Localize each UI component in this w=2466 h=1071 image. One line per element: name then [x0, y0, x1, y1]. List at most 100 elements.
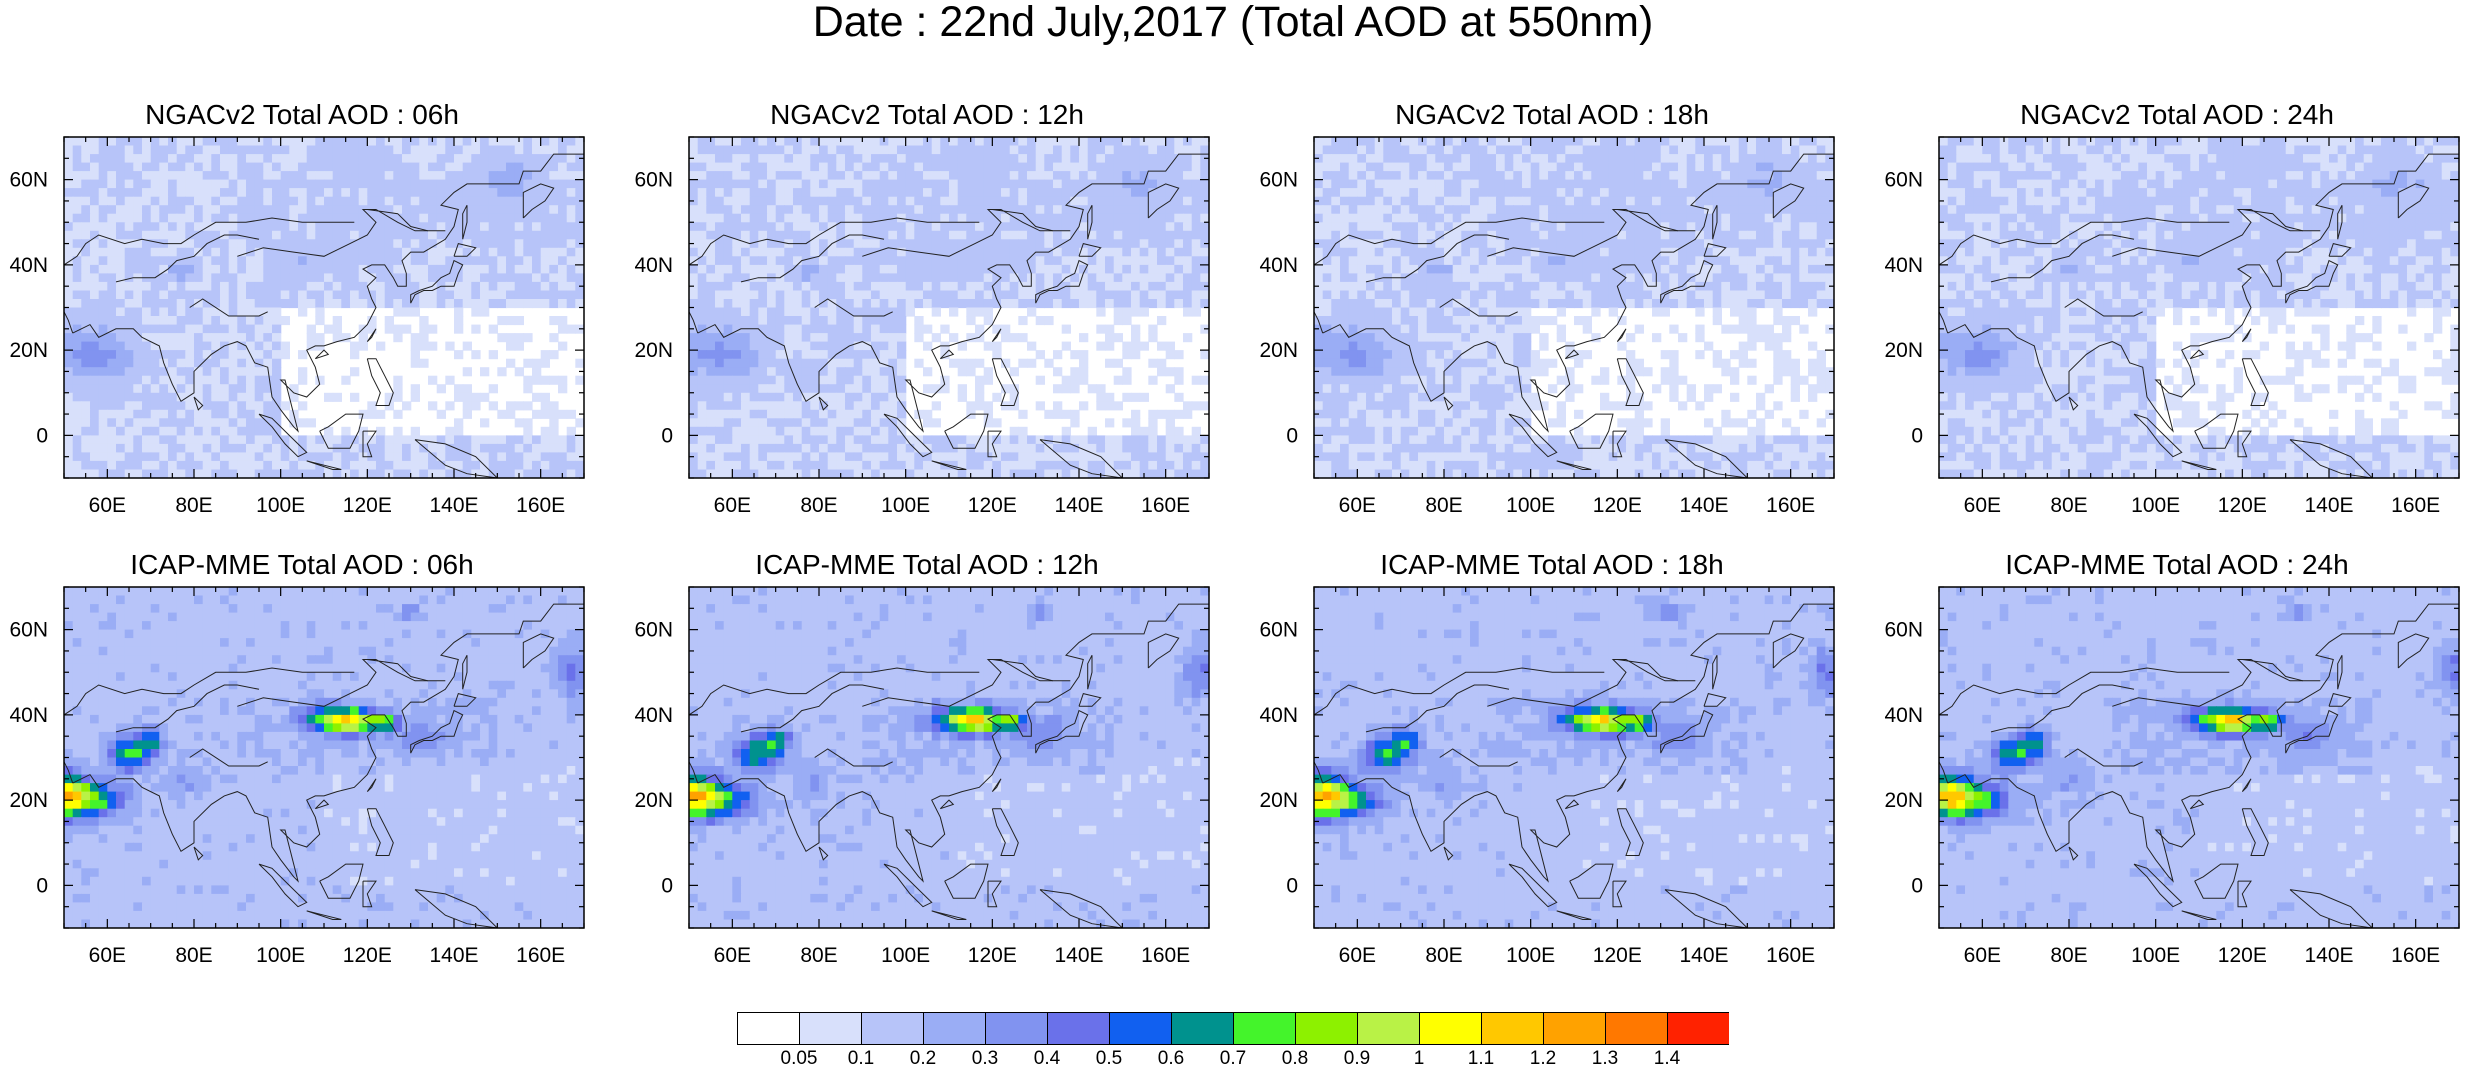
- colorbar-swatch: [799, 1012, 862, 1045]
- panel-title: NGACv2 Total AOD : 24h: [2020, 99, 2334, 130]
- colorbar-label: 1: [1413, 1048, 1425, 1069]
- lon-tick-label: 140E: [2304, 944, 2353, 967]
- lat-tick-label: 40N: [634, 254, 673, 277]
- lon-tick-label: 100E: [1506, 944, 1555, 967]
- map-panel: NGACv2 Total AOD : 24h 60N 40N 20N 0 60E 80E 10…: [1877, 100, 2466, 550]
- colorbar-swatch: [985, 1012, 1048, 1045]
- colorbar-swatch: [737, 1012, 800, 1045]
- colorbar-swatch: [1171, 1012, 1234, 1045]
- axis-ticks: [688, 586, 1210, 929]
- aod-map: 60N 40N 20N 0 60E 80E 100E 120E 140E 160E: [634, 586, 1210, 967]
- figure-title: Date : 22nd July,2017 (Total AOD at 550n…: [812, 0, 1654, 46]
- panel-title: NGACv2 Total AOD : 12h: [770, 99, 1084, 130]
- lon-tick-label: 140E: [429, 944, 478, 967]
- lon-tick-label: 60E: [1964, 944, 2001, 967]
- axis-ticks: [1313, 586, 1835, 929]
- aod-field: [689, 137, 1209, 478]
- lon-tick-label: 60E: [714, 944, 751, 967]
- axis-ticks: [63, 136, 585, 479]
- aod-map: 60N 40N 20N 0 60E 80E 100E 120E 140E 160E: [1884, 586, 2460, 967]
- lon-tick-label: 60E: [89, 944, 126, 967]
- aod-map: 60N 40N 20N 0 60E 80E 100E 120E 140E 160E: [9, 586, 585, 967]
- lat-tick-label: 60N: [634, 619, 673, 642]
- colorbar-swatch: [1295, 1012, 1358, 1045]
- lon-tick-label: 160E: [1141, 944, 1190, 967]
- lon-tick-label: 100E: [881, 494, 930, 517]
- colorbar-swatch: [1357, 1012, 1420, 1045]
- lon-tick-label: 160E: [2391, 494, 2440, 517]
- colorbar-label: 0.7: [1219, 1048, 1247, 1069]
- lon-tick-label: 160E: [2391, 944, 2440, 967]
- lon-tick-label: 140E: [429, 494, 478, 517]
- aod-map: 60N 40N 20N 0 60E 80E 100E 120E 140E 160E: [1884, 136, 2460, 517]
- colorbar-swatch: [1419, 1012, 1482, 1045]
- lat-tick-label: 20N: [1884, 339, 1923, 362]
- lon-tick-label: 160E: [1766, 494, 1815, 517]
- aod-field: [1939, 587, 2459, 928]
- lat-tick-label: 60N: [1259, 619, 1298, 642]
- colorbar-swatch: [1233, 1012, 1296, 1045]
- lon-tick-label: 80E: [2050, 494, 2087, 517]
- lon-tick-label: 160E: [516, 944, 565, 967]
- panel-title: NGACv2 Total AOD : 06h: [145, 99, 459, 130]
- colorbar-label: 0.6: [1157, 1048, 1185, 1069]
- lon-tick-label: 80E: [800, 944, 837, 967]
- lon-tick-label: 140E: [1679, 944, 1728, 967]
- lat-tick-label: 0: [661, 424, 673, 447]
- map-panel: ICAP-MME Total AOD : 24h 60N 40N 20N 0 60E 80E…: [1877, 550, 2466, 1000]
- map-panel: ICAP-MME Total AOD : 12h 60N 40N 20N 0 60E 80E…: [627, 550, 1227, 1000]
- lat-tick-label: 60N: [1259, 169, 1298, 192]
- coastlines: [1939, 603, 2459, 928]
- colorbar-swatch: [861, 1012, 924, 1045]
- colorbar-label: 0.1: [847, 1048, 875, 1069]
- lon-tick-label: 80E: [175, 944, 212, 967]
- aod-field: [64, 587, 584, 928]
- lat-tick-label: 0: [1286, 874, 1298, 897]
- colorbar-label: 0.9: [1343, 1048, 1371, 1069]
- colorbar-swatch: [1605, 1012, 1668, 1045]
- lat-tick-label: 0: [1911, 874, 1923, 897]
- colorbar: [737, 1012, 1729, 1045]
- coastlines: [64, 603, 584, 928]
- lon-tick-label: 120E: [1593, 494, 1642, 517]
- lat-tick-label: 40N: [634, 704, 673, 727]
- lon-tick-label: 120E: [968, 494, 1017, 517]
- lon-tick-label: 80E: [2050, 944, 2087, 967]
- map-panel: NGACv2 Total AOD : 12h 60N 40N 20N 0 60E 80E 10…: [627, 100, 1227, 550]
- lat-tick-label: 20N: [634, 339, 673, 362]
- lat-tick-label: 60N: [634, 169, 673, 192]
- coastlines: [1939, 153, 2459, 478]
- aod-field: [1314, 137, 1834, 478]
- lon-tick-label: 140E: [1054, 494, 1103, 517]
- colorbar-label: 1.2: [1529, 1048, 1557, 1069]
- lat-tick-label: 0: [36, 424, 48, 447]
- map-panel: ICAP-MME Total AOD : 18h 60N 40N 20N 0 60E 80E…: [1252, 550, 1852, 1000]
- lat-tick-label: 40N: [1884, 254, 1923, 277]
- lon-tick-label: 100E: [256, 494, 305, 517]
- lat-tick-label: 20N: [9, 339, 48, 362]
- lon-tick-label: 100E: [2131, 944, 2180, 967]
- colorbar-swatch: [1109, 1012, 1172, 1045]
- aod-map: 60N 40N 20N 0 60E 80E 100E 120E 140E 160E: [634, 136, 1210, 517]
- coastlines: [1314, 603, 1834, 928]
- lat-tick-label: 40N: [1884, 704, 1923, 727]
- lon-tick-label: 60E: [1964, 494, 2001, 517]
- lon-tick-label: 80E: [175, 494, 212, 517]
- lon-tick-label: 80E: [1425, 944, 1462, 967]
- axis-ticks: [688, 136, 1210, 479]
- lat-tick-label: 60N: [9, 169, 48, 192]
- lat-tick-label: 0: [1911, 424, 1923, 447]
- lat-tick-label: 20N: [1259, 339, 1298, 362]
- colorbar-label: 0.05: [780, 1048, 818, 1069]
- lon-tick-label: 60E: [714, 494, 751, 517]
- lon-tick-label: 80E: [1425, 494, 1462, 517]
- lon-tick-label: 140E: [1054, 944, 1103, 967]
- lon-tick-label: 120E: [343, 494, 392, 517]
- colorbar-label: 1.1: [1467, 1048, 1495, 1069]
- panel-title: ICAP-MME Total AOD : 24h: [2005, 549, 2349, 580]
- aod-map: 60N 40N 20N 0 60E 80E 100E 120E 140E 160E: [9, 136, 585, 517]
- lon-tick-label: 140E: [1679, 494, 1728, 517]
- lat-tick-label: 40N: [1259, 704, 1298, 727]
- colorbar-swatch: [1047, 1012, 1110, 1045]
- lat-tick-label: 60N: [1884, 619, 1923, 642]
